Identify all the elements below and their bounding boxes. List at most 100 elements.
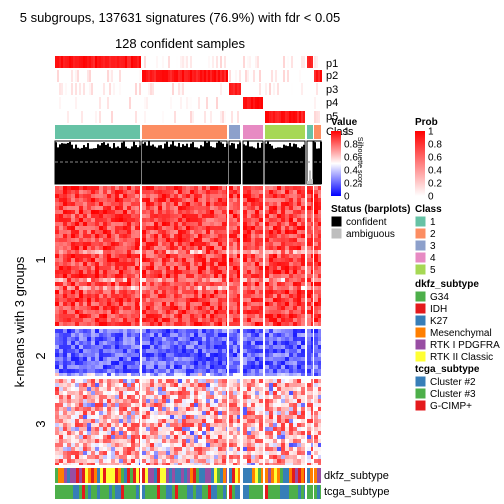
heatmap-cell xyxy=(277,349,281,353)
heatmap-cell xyxy=(75,423,79,427)
heatmap-cell xyxy=(198,190,202,194)
prob-cell xyxy=(162,97,164,109)
heatmap-cell xyxy=(103,345,107,349)
heatmap-cell xyxy=(229,411,233,415)
heatmap-cell xyxy=(55,349,59,353)
prob-cell xyxy=(127,97,129,109)
heatmap-cell xyxy=(186,294,190,298)
heatmap-cell xyxy=(91,333,95,337)
heatmap-cell xyxy=(281,226,285,230)
silhouette-bar xyxy=(226,143,228,184)
heatmap-cell xyxy=(186,395,190,399)
heatmap-cell xyxy=(297,357,301,361)
heatmap-cell xyxy=(210,270,214,274)
heatmap-cell xyxy=(59,333,63,337)
prob-cell xyxy=(184,56,186,68)
heatmap-cell xyxy=(99,278,103,282)
heatmap-cell xyxy=(281,318,285,322)
heatmap-cell xyxy=(273,262,277,266)
heatmap-cell xyxy=(131,365,135,369)
heatmap-cell xyxy=(150,270,154,274)
heatmap-cell xyxy=(293,270,297,274)
heatmap-cell xyxy=(311,337,313,341)
heatmap-cell xyxy=(237,353,240,357)
heatmap-cell xyxy=(233,403,237,407)
heatmap-cell xyxy=(307,246,311,250)
heatmap-cell xyxy=(103,427,107,431)
heatmap-cell xyxy=(226,349,227,353)
heatmap-cell xyxy=(206,278,210,282)
heatmap-cell xyxy=(255,415,259,419)
heatmap-cell xyxy=(285,333,289,337)
heatmap-cell xyxy=(233,373,237,376)
heatmap-cell xyxy=(281,399,285,403)
prob-cell xyxy=(186,56,188,68)
heatmap-cell xyxy=(150,341,154,345)
heatmap-cell xyxy=(127,333,131,337)
heatmap-cell xyxy=(218,190,222,194)
heatmap-cell xyxy=(198,333,202,337)
heatmap-cell xyxy=(237,318,240,322)
heatmap-cell xyxy=(107,341,111,345)
heatmap-cell xyxy=(318,218,321,222)
heatmap-cell xyxy=(265,357,269,361)
heatmap-cell xyxy=(206,306,210,310)
heatmap-cell xyxy=(170,258,174,262)
heatmap-cell xyxy=(206,206,210,210)
heatmap-cell xyxy=(311,202,313,206)
heatmap-cell xyxy=(218,194,222,198)
prob-cell xyxy=(255,111,257,123)
heatmap-cell xyxy=(273,435,277,439)
heatmap-cell xyxy=(222,242,226,246)
heatmap-cell xyxy=(99,322,103,326)
silhouette-bar xyxy=(287,146,289,184)
heatmap-cell xyxy=(170,373,174,376)
heatmap-cell xyxy=(75,306,79,310)
heatmap-cell xyxy=(162,238,166,242)
prob-cell xyxy=(233,111,235,123)
heatmap-cell xyxy=(289,318,293,322)
heatmap-cell xyxy=(202,357,206,361)
heatmap-cell xyxy=(166,383,170,387)
heatmap-cell xyxy=(119,186,123,190)
prob-cell xyxy=(251,111,253,123)
heatmap-cell xyxy=(307,222,311,226)
heatmap-cell xyxy=(233,383,237,387)
heatmap-cell xyxy=(131,337,135,341)
heatmap-cell xyxy=(273,345,277,349)
heatmap-cell xyxy=(226,246,227,250)
heatmap-cell xyxy=(314,341,318,345)
heatmap-cell xyxy=(311,298,313,302)
heatmap-cell xyxy=(218,306,222,310)
heatmap-cell xyxy=(95,306,99,310)
heatmap-cell xyxy=(119,254,123,258)
heatmap-cell xyxy=(198,353,202,357)
prob-cell xyxy=(109,111,111,123)
heatmap-cell xyxy=(75,190,79,194)
heatmap-cell xyxy=(251,333,255,337)
heatmap-cell xyxy=(218,290,222,294)
heatmap-cell xyxy=(194,322,198,326)
heatmap-cell xyxy=(63,194,67,198)
heatmap-cell xyxy=(214,391,218,395)
heatmap-cell xyxy=(63,379,67,383)
heatmap-cell xyxy=(123,357,127,361)
heatmap-cell xyxy=(301,250,305,254)
heatmap-cell xyxy=(190,357,194,361)
heatmap-cell xyxy=(251,226,255,230)
heatmap-cell xyxy=(174,379,178,383)
heatmap-cell xyxy=(95,395,99,399)
heatmap-cell xyxy=(150,337,154,341)
heatmap-cell xyxy=(170,254,174,258)
heatmap-cell xyxy=(265,310,269,314)
heatmap-cell xyxy=(174,423,178,427)
heatmap-cell xyxy=(311,369,313,373)
heatmap-cell xyxy=(301,395,305,399)
heatmap-cell xyxy=(318,318,321,322)
heatmap-cell xyxy=(251,214,255,218)
heatmap-cell xyxy=(107,190,111,194)
heatmap-cell xyxy=(301,230,305,234)
heatmap-cell xyxy=(214,373,218,376)
heatmap-cell xyxy=(293,298,297,302)
heatmap-cell xyxy=(281,258,285,262)
